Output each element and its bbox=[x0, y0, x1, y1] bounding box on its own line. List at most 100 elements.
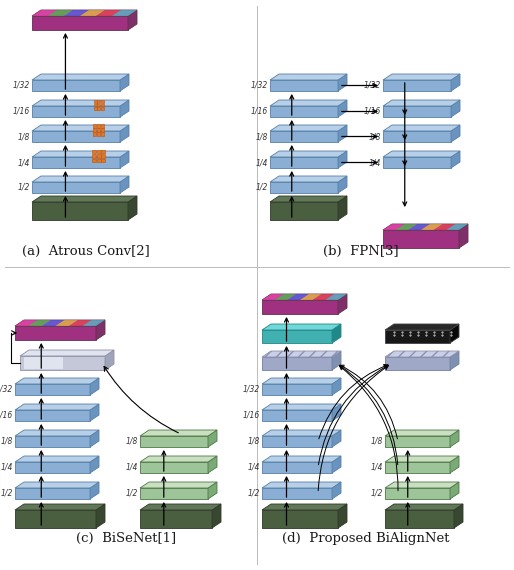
Polygon shape bbox=[332, 430, 341, 447]
Polygon shape bbox=[270, 202, 338, 220]
Text: 1/8: 1/8 bbox=[255, 132, 268, 141]
Polygon shape bbox=[332, 404, 341, 421]
Polygon shape bbox=[128, 196, 137, 220]
Text: 1/8: 1/8 bbox=[125, 437, 138, 446]
Text: 1/2: 1/2 bbox=[255, 183, 268, 192]
Polygon shape bbox=[262, 378, 341, 384]
Polygon shape bbox=[385, 430, 459, 436]
Polygon shape bbox=[140, 482, 217, 488]
Text: 1/16: 1/16 bbox=[251, 107, 268, 116]
Polygon shape bbox=[120, 100, 129, 117]
Polygon shape bbox=[385, 482, 459, 488]
Polygon shape bbox=[15, 436, 90, 447]
Text: 1/2: 1/2 bbox=[1, 489, 13, 498]
Polygon shape bbox=[69, 320, 91, 326]
Polygon shape bbox=[451, 100, 460, 117]
Polygon shape bbox=[105, 350, 114, 370]
Polygon shape bbox=[262, 410, 332, 421]
Polygon shape bbox=[83, 320, 105, 326]
Polygon shape bbox=[56, 320, 78, 326]
Text: 1/4: 1/4 bbox=[248, 463, 260, 472]
Polygon shape bbox=[262, 488, 332, 499]
Polygon shape bbox=[385, 510, 454, 528]
Polygon shape bbox=[270, 157, 338, 168]
Text: 1/4: 1/4 bbox=[17, 158, 30, 167]
Polygon shape bbox=[451, 74, 460, 91]
Text: (c)  BiSeNet[1]: (c) BiSeNet[1] bbox=[77, 532, 177, 545]
Text: 1/2: 1/2 bbox=[371, 489, 383, 498]
Polygon shape bbox=[385, 324, 459, 330]
Polygon shape bbox=[446, 224, 468, 230]
Bar bbox=[101, 149, 105, 153]
Polygon shape bbox=[332, 351, 341, 370]
Polygon shape bbox=[338, 74, 347, 91]
Text: 1/16: 1/16 bbox=[243, 411, 260, 420]
Polygon shape bbox=[313, 294, 334, 300]
Polygon shape bbox=[332, 456, 341, 473]
Polygon shape bbox=[383, 74, 460, 80]
Polygon shape bbox=[140, 504, 221, 510]
Bar bbox=[97, 132, 100, 136]
Polygon shape bbox=[383, 157, 451, 168]
Polygon shape bbox=[90, 456, 99, 473]
Polygon shape bbox=[32, 10, 57, 16]
Polygon shape bbox=[451, 125, 460, 142]
Polygon shape bbox=[385, 462, 450, 473]
Polygon shape bbox=[15, 404, 99, 410]
Polygon shape bbox=[262, 300, 338, 314]
Text: 1/4: 1/4 bbox=[1, 463, 13, 472]
Text: (d)  Proposed BiAlignNet: (d) Proposed BiAlignNet bbox=[282, 532, 450, 545]
Bar bbox=[97, 158, 101, 162]
Text: 1/4: 1/4 bbox=[369, 158, 381, 167]
Polygon shape bbox=[140, 430, 217, 436]
Polygon shape bbox=[262, 357, 332, 370]
Bar bbox=[101, 132, 104, 136]
Polygon shape bbox=[32, 202, 128, 220]
Polygon shape bbox=[270, 74, 347, 80]
Polygon shape bbox=[32, 80, 120, 91]
Polygon shape bbox=[338, 100, 347, 117]
Bar bbox=[97, 124, 100, 128]
Polygon shape bbox=[385, 488, 450, 499]
Polygon shape bbox=[32, 74, 129, 80]
Polygon shape bbox=[140, 488, 208, 499]
Polygon shape bbox=[338, 196, 347, 220]
Polygon shape bbox=[262, 482, 341, 488]
Polygon shape bbox=[208, 456, 217, 473]
Polygon shape bbox=[450, 351, 459, 370]
Polygon shape bbox=[32, 106, 120, 117]
Polygon shape bbox=[338, 294, 347, 314]
Polygon shape bbox=[24, 357, 63, 369]
Polygon shape bbox=[15, 430, 99, 436]
Polygon shape bbox=[208, 430, 217, 447]
Polygon shape bbox=[270, 106, 338, 117]
Polygon shape bbox=[32, 196, 137, 202]
Bar bbox=[97, 100, 100, 103]
Polygon shape bbox=[32, 151, 129, 157]
Polygon shape bbox=[385, 456, 459, 462]
Polygon shape bbox=[338, 176, 347, 193]
Polygon shape bbox=[32, 157, 120, 168]
Polygon shape bbox=[15, 326, 96, 340]
Bar bbox=[92, 149, 96, 153]
Text: 1/2: 1/2 bbox=[17, 183, 30, 192]
Polygon shape bbox=[262, 436, 332, 447]
Bar bbox=[101, 158, 105, 162]
Polygon shape bbox=[140, 462, 208, 473]
Polygon shape bbox=[450, 482, 459, 499]
Bar bbox=[97, 107, 100, 110]
Text: 1/16: 1/16 bbox=[0, 411, 13, 420]
Polygon shape bbox=[287, 294, 309, 300]
Polygon shape bbox=[332, 378, 341, 395]
Bar bbox=[97, 149, 101, 153]
Polygon shape bbox=[338, 151, 347, 168]
Bar bbox=[101, 100, 103, 103]
Polygon shape bbox=[120, 176, 129, 193]
Polygon shape bbox=[385, 357, 450, 370]
Polygon shape bbox=[15, 482, 99, 488]
Polygon shape bbox=[96, 320, 105, 340]
Polygon shape bbox=[15, 510, 96, 528]
Polygon shape bbox=[15, 384, 90, 395]
Polygon shape bbox=[15, 320, 105, 326]
Polygon shape bbox=[383, 125, 460, 131]
